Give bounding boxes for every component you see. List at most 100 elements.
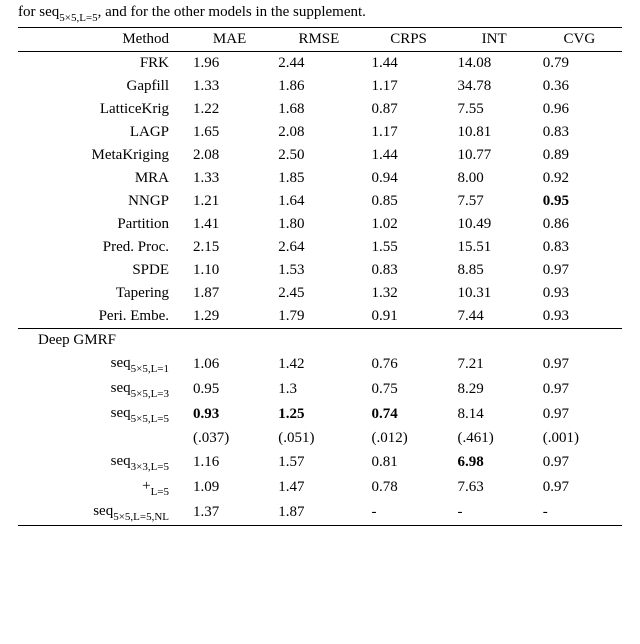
table-cell: 0.89 xyxy=(537,144,622,167)
table-cell: - xyxy=(537,500,622,526)
method-cell: Pred. Proc. xyxy=(18,236,187,259)
table-cell: 10.49 xyxy=(452,213,537,236)
method-cell: seq5×5,L=5,NL xyxy=(18,500,187,526)
table-row: seq3×3,L=51.161.570.816.980.97 xyxy=(18,450,622,475)
col-crps: CRPS xyxy=(366,28,452,52)
table-cell: 0.83 xyxy=(537,236,622,259)
table-cell: 6.98 xyxy=(452,450,537,475)
table-row: Gapfill1.331.861.1734.780.36 xyxy=(18,75,622,98)
table-cell: 0.87 xyxy=(366,98,452,121)
table-row: Partition1.411.801.0210.490.86 xyxy=(18,213,622,236)
table-cell: 0.83 xyxy=(366,259,452,282)
table-cell: 1.33 xyxy=(187,167,272,190)
table-cell: 1.47 xyxy=(272,475,365,500)
table-cell: 0.97 xyxy=(537,402,622,427)
table-cell: 2.44 xyxy=(272,52,365,76)
table-row: (.037)(.051)(.012)(.461)(.001) xyxy=(18,427,622,450)
table-cell: 0.95 xyxy=(187,377,272,402)
method-cell xyxy=(18,427,187,450)
table-cell: 1.86 xyxy=(272,75,365,98)
table-cell: 1.25 xyxy=(272,402,365,427)
table-row: MRA1.331.850.948.000.92 xyxy=(18,167,622,190)
table-cell: 0.81 xyxy=(366,450,452,475)
table-cell: 0.75 xyxy=(366,377,452,402)
table-cell: 0.93 xyxy=(537,282,622,305)
table-cell: 1.3 xyxy=(272,377,365,402)
table-cell: 1.55 xyxy=(366,236,452,259)
table-cell: 1.22 xyxy=(187,98,272,121)
table-row: seq5×5,L=5,NL1.371.87--- xyxy=(18,500,622,526)
table-cell: (.001) xyxy=(537,427,622,450)
bottom-rule xyxy=(18,526,622,527)
table-row: SPDE1.101.530.838.850.97 xyxy=(18,259,622,282)
table-cell: 2.64 xyxy=(272,236,365,259)
table-cell: 1.37 xyxy=(187,500,272,526)
table-row: LAGP1.652.081.1710.810.83 xyxy=(18,121,622,144)
caption-prefix: for seq xyxy=(18,4,59,20)
method-cell: NNGP xyxy=(18,190,187,213)
method-cell: MRA xyxy=(18,167,187,190)
table-cell: 1.87 xyxy=(187,282,272,305)
table-cell: 10.31 xyxy=(452,282,537,305)
method-cell: LatticeKrig xyxy=(18,98,187,121)
section-row: Deep GMRF xyxy=(18,329,622,353)
table-cell: 0.78 xyxy=(366,475,452,500)
table-cell: - xyxy=(366,500,452,526)
col-rmse: RMSE xyxy=(272,28,365,52)
method-cell: +L=5 xyxy=(18,475,187,500)
table-cell: 1.41 xyxy=(187,213,272,236)
table-cell: 1.57 xyxy=(272,450,365,475)
table-row: seq5×5,L=50.931.250.748.140.97 xyxy=(18,402,622,427)
table-cell: 1.87 xyxy=(272,500,365,526)
caption-sub: 5×5,L=5 xyxy=(59,12,97,24)
table-cell: 10.77 xyxy=(452,144,537,167)
table-cell: 2.50 xyxy=(272,144,365,167)
method-cell: Tapering xyxy=(18,282,187,305)
col-method: Method xyxy=(18,28,187,52)
table-cell: 0.93 xyxy=(187,402,272,427)
table-cell: 2.08 xyxy=(272,121,365,144)
table-cell: 0.92 xyxy=(537,167,622,190)
table-cell: 1.42 xyxy=(272,352,365,377)
table-cell: 7.44 xyxy=(452,305,537,329)
table-row: FRK1.962.441.4414.080.79 xyxy=(18,52,622,76)
table-cell: 1.06 xyxy=(187,352,272,377)
table-row: NNGP1.211.640.857.570.95 xyxy=(18,190,622,213)
table-cell: 0.97 xyxy=(537,352,622,377)
table-cell: 0.96 xyxy=(537,98,622,121)
table-cell: 1.32 xyxy=(366,282,452,305)
table-cell: 1.17 xyxy=(366,75,452,98)
table-row: +L=51.091.470.787.630.97 xyxy=(18,475,622,500)
table-cell: 1.29 xyxy=(187,305,272,329)
method-cell: seq5×5,L=1 xyxy=(18,352,187,377)
table-cell: 0.86 xyxy=(537,213,622,236)
table-cell: 1.64 xyxy=(272,190,365,213)
table-cell: 1.68 xyxy=(272,98,365,121)
table-cell: 15.51 xyxy=(452,236,537,259)
table-cell: 0.74 xyxy=(366,402,452,427)
col-cvg: CVG xyxy=(537,28,622,52)
table-cell: 0.97 xyxy=(537,450,622,475)
table-cell: 0.97 xyxy=(537,475,622,500)
table-cell: 8.85 xyxy=(452,259,537,282)
caption-suffix: , and for the other models in the supple… xyxy=(98,4,366,20)
table-cell: 0.94 xyxy=(366,167,452,190)
table-cell: 1.53 xyxy=(272,259,365,282)
table-row: Peri. Embe.1.291.790.917.440.93 xyxy=(18,305,622,329)
table-cell: 1.10 xyxy=(187,259,272,282)
table-cell: 0.95 xyxy=(537,190,622,213)
table-cell: (.461) xyxy=(452,427,537,450)
method-cell: Peri. Embe. xyxy=(18,305,187,329)
table-cell: 1.85 xyxy=(272,167,365,190)
table-cell: 0.83 xyxy=(537,121,622,144)
table-cell: 7.21 xyxy=(452,352,537,377)
table-cell: 0.97 xyxy=(537,377,622,402)
col-int: INT xyxy=(452,28,537,52)
table-cell: 2.45 xyxy=(272,282,365,305)
table-cell: 14.08 xyxy=(452,52,537,76)
table-cell: 0.79 xyxy=(537,52,622,76)
caption: for seq5×5,L=5, and for the other models… xyxy=(18,4,622,23)
table-cell: 1.44 xyxy=(366,52,452,76)
table-cell: 2.08 xyxy=(187,144,272,167)
table-cell: 8.00 xyxy=(452,167,537,190)
